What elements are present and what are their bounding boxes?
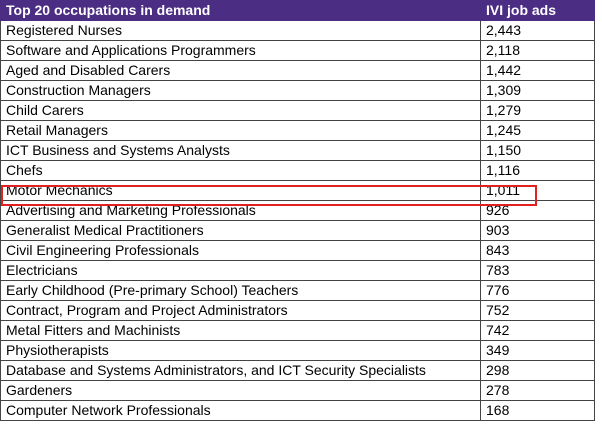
table-row: Software and Applications Programmers 2,…: [0, 40, 595, 61]
header-occupations: Top 20 occupations in demand: [0, 0, 481, 21]
table-row: Retail Managers 1,245: [0, 120, 595, 141]
table-row: Chefs 1,116: [0, 160, 595, 181]
table-row: Child Carers 1,279: [0, 100, 595, 121]
table-row: Database and Systems Administrators, and…: [0, 360, 595, 381]
table-header-row: Top 20 occupations in demand IVI job ads: [0, 0, 595, 21]
table-row: Aged and Disabled Carers 1,442: [0, 60, 595, 81]
table-row: Registered Nurses 2,443: [0, 20, 595, 41]
table-row: Metal Fitters and Machinists 742: [0, 320, 595, 341]
job-ads-cell: 1,309: [480, 80, 595, 101]
occupation-cell: Computer Network Professionals: [0, 400, 481, 421]
job-ads-cell: 776: [480, 280, 595, 301]
occupation-cell: Registered Nurses: [0, 20, 481, 41]
occupation-cell: Database and Systems Administrators, and…: [0, 360, 481, 381]
job-ads-cell: 1,279: [480, 100, 595, 121]
table-row: ICT Business and Systems Analysts 1,150: [0, 140, 595, 161]
occupation-cell: Motor Mechanics: [0, 180, 481, 201]
occupation-cell: ICT Business and Systems Analysts: [0, 140, 481, 161]
job-ads-cell: 168: [480, 400, 595, 421]
occupation-cell: Software and Applications Programmers: [0, 40, 481, 61]
job-ads-cell: 903: [480, 220, 595, 241]
table-row-highlighted: Motor Mechanics 1,011: [0, 180, 595, 201]
job-ads-cell: 752: [480, 300, 595, 321]
table-row: Early Childhood (Pre-primary School) Tea…: [0, 280, 595, 301]
occupation-cell: Generalist Medical Practitioners: [0, 220, 481, 241]
occupation-cell: Chefs: [0, 160, 481, 181]
job-ads-cell: 843: [480, 240, 595, 261]
occupation-cell: Aged and Disabled Carers: [0, 60, 481, 81]
job-ads-cell: 2,443: [480, 20, 595, 41]
occupation-cell: Advertising and Marketing Professionals: [0, 200, 481, 221]
job-ads-cell: 298: [480, 360, 595, 381]
job-ads-cell: 349: [480, 340, 595, 361]
table-row: Construction Managers 1,309: [0, 80, 595, 101]
occupations-table: Top 20 occupations in demand IVI job ads…: [0, 0, 595, 421]
job-ads-cell: 1,245: [480, 120, 595, 141]
table-row: Civil Engineering Professionals 843: [0, 240, 595, 261]
job-ads-cell: 1,150: [480, 140, 595, 161]
header-job-ads: IVI job ads: [480, 0, 595, 21]
job-ads-cell: 783: [480, 260, 595, 281]
table-row: Gardeners 278: [0, 380, 595, 401]
job-ads-cell: 2,118: [480, 40, 595, 61]
occupation-cell: Physiotherapists: [0, 340, 481, 361]
occupation-cell: Early Childhood (Pre-primary School) Tea…: [0, 280, 481, 301]
occupation-cell: Metal Fitters and Machinists: [0, 320, 481, 341]
occupation-cell: Construction Managers: [0, 80, 481, 101]
occupation-cell: Gardeners: [0, 380, 481, 401]
job-ads-cell: 1,011: [480, 180, 595, 201]
job-ads-cell: 278: [480, 380, 595, 401]
occupation-cell: Child Carers: [0, 100, 481, 121]
table-row: Physiotherapists 349: [0, 340, 595, 361]
job-ads-cell: 1,116: [480, 160, 595, 181]
job-ads-cell: 1,442: [480, 60, 595, 81]
table-row: Advertising and Marketing Professionals …: [0, 200, 595, 221]
table-row: Generalist Medical Practitioners 903: [0, 220, 595, 241]
occupation-cell: Electricians: [0, 260, 481, 281]
occupation-cell: Civil Engineering Professionals: [0, 240, 481, 261]
table-row: Computer Network Professionals 168: [0, 400, 595, 421]
job-ads-cell: 926: [480, 200, 595, 221]
job-ads-cell: 742: [480, 320, 595, 341]
occupation-cell: Retail Managers: [0, 120, 481, 141]
table-row: Electricians 783: [0, 260, 595, 281]
table-row: Contract, Program and Project Administra…: [0, 300, 595, 321]
occupation-cell: Contract, Program and Project Administra…: [0, 300, 481, 321]
